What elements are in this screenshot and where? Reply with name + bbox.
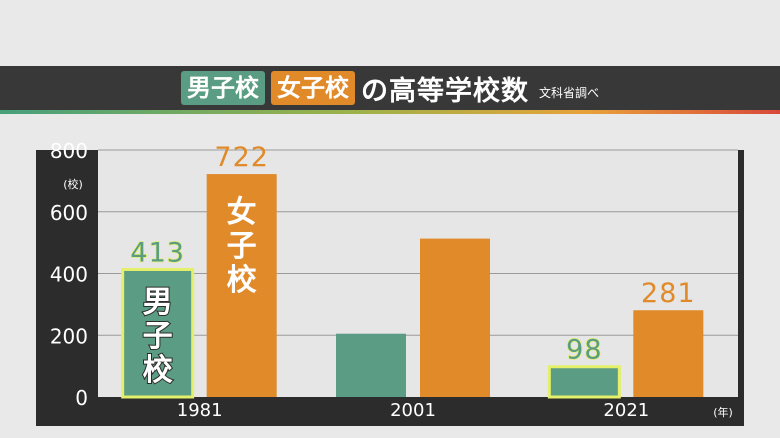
boys-bar [547,365,621,399]
girls-bar [206,174,277,397]
y-unit-label: (校) [63,177,83,191]
boys-bar [336,333,406,397]
x-tick-label: 2001 [390,400,436,421]
source-note: 文科省調べ [538,85,599,100]
in-bar-label: 子 [143,319,173,354]
y-tick-label: 600 [50,201,88,225]
data-label: 722 [214,142,269,173]
in-bar-label: 校 [143,353,173,388]
y-tick-label: 800 [50,139,88,163]
data-label: 98 [566,335,602,366]
data-label: 281 [641,278,696,309]
y-tick-label: 400 [50,263,88,287]
x-tick-label: 1981 [177,400,223,421]
title-bar [0,66,780,110]
y-tick-label: 0 [75,386,88,410]
in-bar-label: 子 [227,229,257,264]
boys-school-tag: 男子校 [180,71,265,105]
x-unit-label: (年) [713,405,733,419]
y-tick-label: 200 [50,324,88,348]
girls-bar [633,310,704,397]
girls-bar [420,238,490,397]
title-main-text: の高等学校数 [360,75,529,107]
girls-school-tag: 女子校 [270,71,355,105]
boys-bar [121,267,195,399]
in-bar-label: 女 [227,195,257,230]
in-bar-label: 男 [143,285,173,320]
x-tick-label: 2021 [603,400,649,421]
in-bar-label: 校 [227,263,257,298]
chart-title: 男子校 女子校 の高等学校数 文科省調べ [0,66,780,110]
data-label: 413 [130,237,185,268]
title-accent-line [0,110,780,114]
